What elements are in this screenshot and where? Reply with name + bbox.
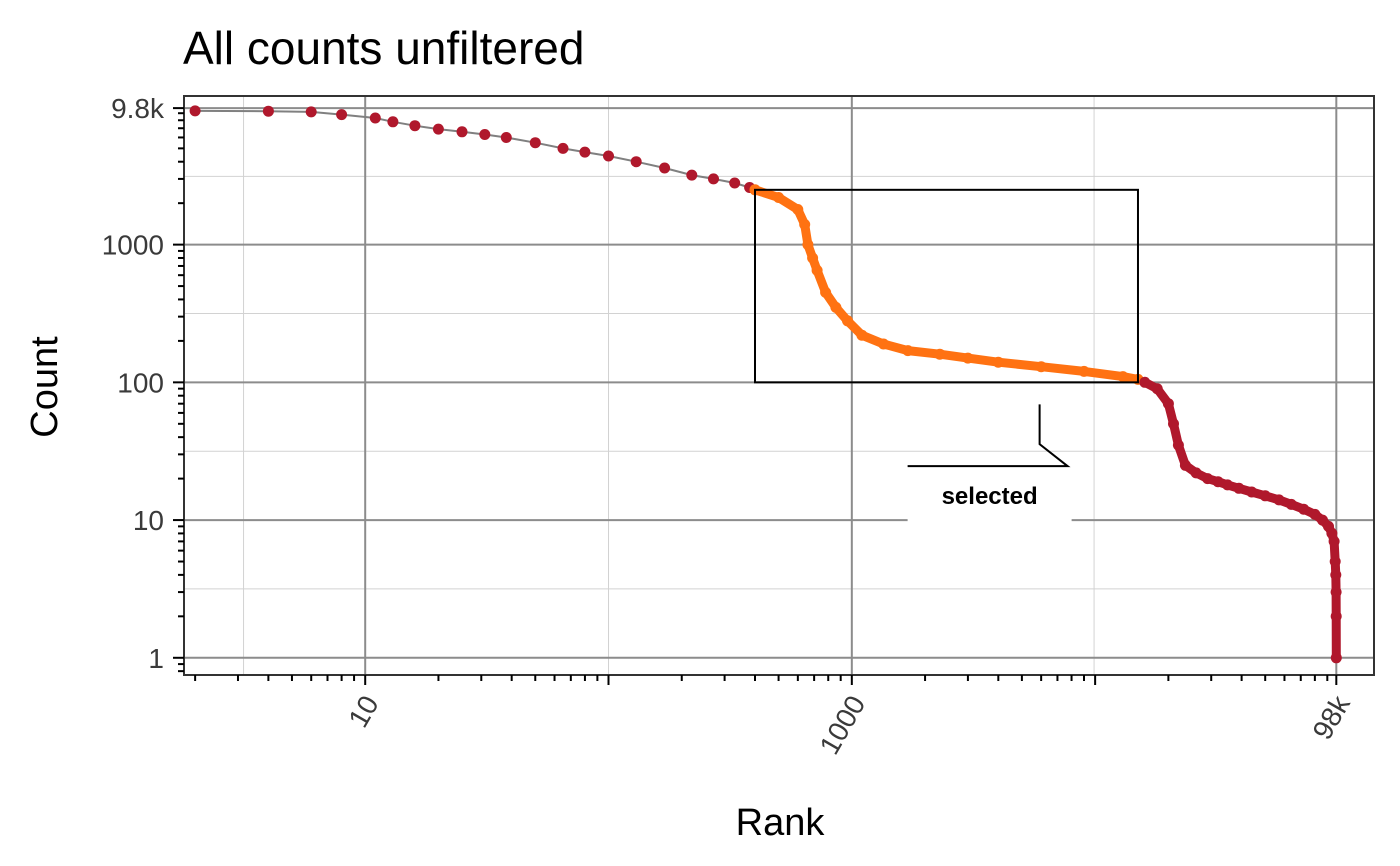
data-point [579,146,591,158]
selected-data-point [1117,371,1129,383]
plot-panel-border [183,95,1375,676]
selected-data-point [878,338,889,350]
selected-series-path [750,185,1143,384]
data-point [686,169,698,181]
selected-data-point [830,301,842,313]
data-point [1328,535,1340,547]
selected-data-point [902,345,914,357]
data-point [432,123,444,135]
y-tick-label: 9.8k [111,93,165,124]
data-point [708,173,719,185]
data-point [1233,482,1245,494]
data-point [1222,479,1233,491]
data-point [305,106,317,118]
major-grid [184,96,1374,675]
y-axis: 1 10 100 1000 9.8k [102,93,184,674]
annotation-background [907,477,1072,524]
data-point [1202,473,1214,485]
selected-data-point [856,329,868,341]
data-point [1298,503,1310,515]
selected-data-point [1035,361,1047,373]
data-point [529,137,541,149]
data-point [1285,498,1297,510]
x-tick-label: 10 [342,690,384,732]
data-point [479,129,491,140]
data-point [1330,652,1342,664]
data-point [1168,418,1179,430]
data-point [1273,494,1285,506]
data-point [630,156,642,168]
selected-data-point [1078,365,1090,377]
selected-data-point [820,286,832,298]
y-tick-label: 1000 [102,230,164,261]
selected-data-point [962,352,974,364]
data-point [1212,476,1224,488]
annotation: selected [907,404,1072,524]
data-point [1309,508,1321,520]
data-point [369,112,381,124]
annotation-label: selected [942,483,1038,510]
y-axis-title: Count [24,336,66,438]
data-point [1162,398,1174,410]
data-point [1139,376,1151,388]
data-point [659,162,671,174]
y-tick-label: 10 [133,505,164,536]
data-point [1179,459,1191,471]
data-point [1246,486,1258,498]
y-tick-label: 1 [148,643,164,674]
data-point [557,142,569,154]
selected-data-point [799,219,811,230]
data-point [336,109,348,121]
selected-data-point [811,264,823,276]
data-point [409,120,421,132]
data-point [262,105,274,117]
data-point [1329,556,1341,567]
data-point [603,150,614,162]
x-axis-title: Rank [736,802,826,844]
data-point [456,126,468,138]
selected-data-point [992,356,1004,368]
selected-data-point [807,252,819,264]
x-axis: 10 1000 98k [194,675,1356,760]
data-point [1330,586,1342,598]
x-tick-label: 1000 [813,690,871,759]
annotation-leader-line [907,404,1071,468]
selected-data-point [842,315,853,327]
data-point [500,132,512,143]
data-point [1330,569,1342,581]
data-point [1151,383,1163,395]
data-points [189,105,1342,664]
data-point [729,177,741,189]
selection-box[interactable] [753,188,1139,384]
x-tick-label: 98k [1306,689,1356,744]
data-point [1259,490,1271,502]
y-tick-label: 100 [117,367,164,398]
selected-data-point [792,204,804,215]
data-point [1190,467,1202,479]
selected-data-point [773,192,785,203]
selected-data-point [802,239,814,251]
minor-grid [184,96,1374,675]
data-point [189,105,201,117]
data-point [387,116,399,128]
selected-data-point [934,348,946,360]
chart-title: All counts unfiltered [183,22,584,74]
data-point [1172,439,1184,451]
data-point [1330,610,1342,622]
